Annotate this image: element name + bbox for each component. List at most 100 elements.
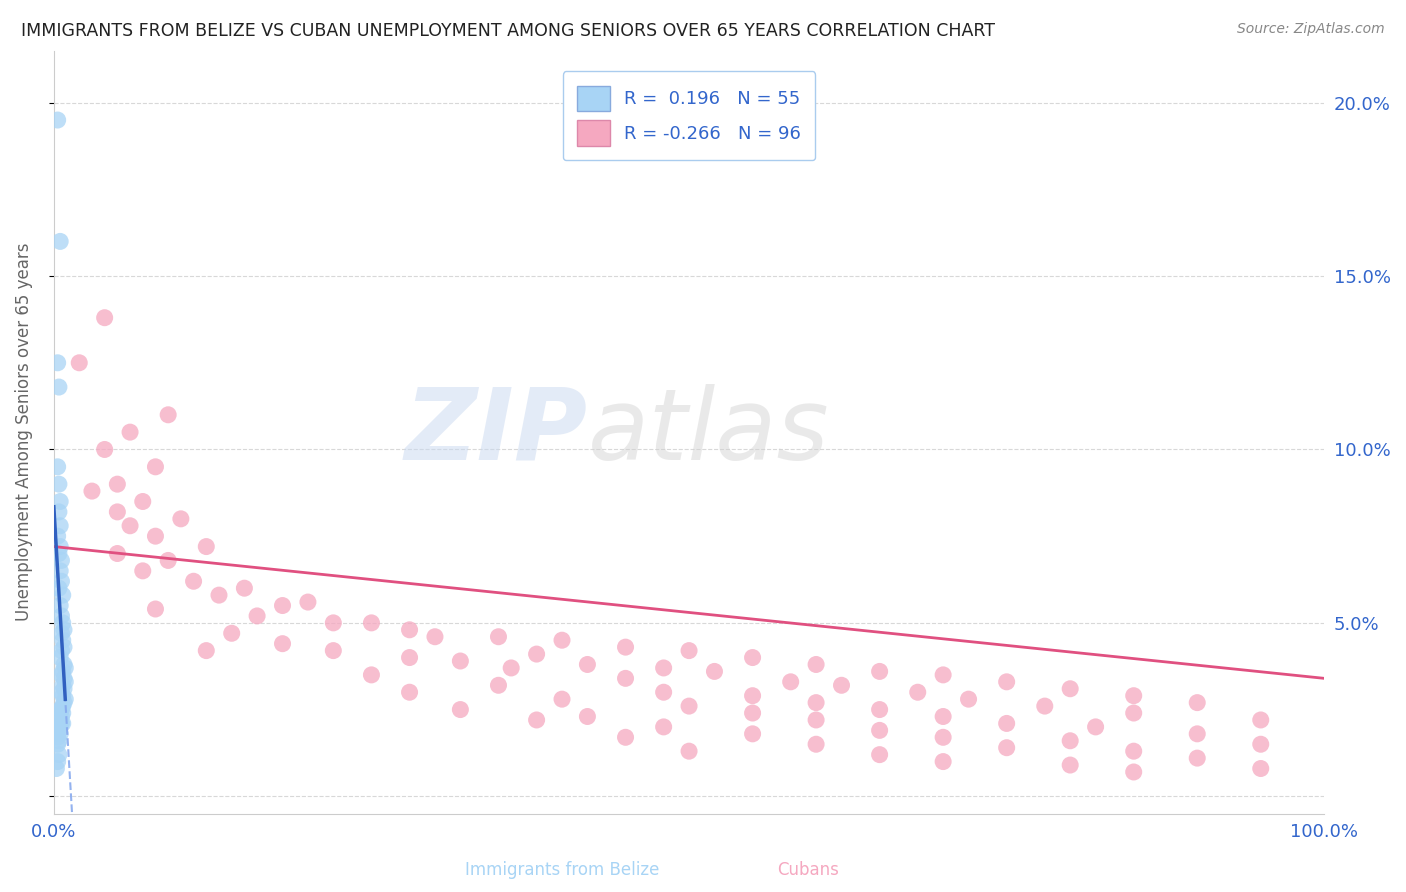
Point: [48, 723, 70, 738]
Point: [105, 477, 128, 491]
Point: [120, 518, 142, 533]
Point: [48, 380, 70, 394]
Point: [869, 723, 891, 738]
Point: [51, 668, 73, 682]
Point: [48, 477, 70, 491]
Point: [46, 459, 69, 474]
Point: [67, 356, 90, 370]
Point: [52, 665, 75, 679]
Point: [221, 626, 243, 640]
Text: atlas: atlas: [588, 384, 830, 481]
Point: [53, 692, 76, 706]
Point: [46, 737, 69, 751]
Point: [398, 685, 420, 699]
Point: [46, 113, 69, 128]
Point: [741, 706, 763, 720]
Point: [145, 602, 167, 616]
Point: [741, 727, 763, 741]
Point: [52, 678, 75, 692]
Point: [183, 574, 205, 589]
Point: [120, 425, 142, 439]
Point: [52, 699, 75, 714]
Point: [576, 657, 599, 672]
Point: [53, 640, 76, 654]
Point: [246, 609, 269, 624]
Point: [195, 540, 218, 554]
Y-axis label: Unemployment Among Seniors over 65 years: Unemployment Among Seniors over 65 years: [15, 243, 32, 622]
Point: [488, 678, 510, 692]
Point: [678, 744, 700, 758]
Point: [1187, 751, 1209, 765]
Point: [51, 709, 73, 723]
Point: [360, 615, 382, 630]
Point: [551, 692, 574, 706]
Point: [995, 674, 1018, 689]
Point: [53, 681, 76, 696]
Point: [804, 657, 827, 672]
Point: [105, 505, 128, 519]
Point: [703, 665, 725, 679]
Point: [49, 599, 72, 613]
Point: [1250, 737, 1272, 751]
Point: [80, 484, 103, 499]
Point: [995, 716, 1018, 731]
Point: [53, 696, 76, 710]
Point: [46, 755, 69, 769]
Point: [51, 609, 73, 624]
Point: [53, 674, 76, 689]
Point: [45, 762, 67, 776]
Point: [208, 588, 231, 602]
Point: [48, 505, 70, 519]
Point: [501, 661, 523, 675]
Point: [1059, 758, 1081, 772]
Point: [53, 623, 76, 637]
Point: [52, 588, 75, 602]
Point: [449, 654, 471, 668]
Point: [322, 615, 344, 630]
Point: [46, 529, 69, 543]
Point: [957, 692, 980, 706]
Point: [652, 720, 675, 734]
Legend: R =  0.196   N = 55, R = -0.266   N = 96: R = 0.196 N = 55, R = -0.266 N = 96: [562, 71, 815, 161]
Point: [52, 716, 75, 731]
Point: [93, 310, 115, 325]
Point: [423, 630, 446, 644]
Point: [907, 685, 929, 699]
Point: [932, 755, 955, 769]
Point: [51, 574, 73, 589]
Point: [614, 731, 637, 745]
Point: [804, 737, 827, 751]
Point: [157, 408, 180, 422]
Point: [51, 553, 73, 567]
Point: [741, 650, 763, 665]
Point: [170, 512, 193, 526]
Point: [932, 709, 955, 723]
Point: [678, 643, 700, 657]
Point: [132, 494, 155, 508]
Point: [398, 623, 420, 637]
Point: [52, 633, 75, 648]
Point: [1122, 764, 1144, 779]
Point: [932, 668, 955, 682]
Point: [48, 733, 70, 747]
Point: [93, 442, 115, 457]
Point: [48, 747, 70, 762]
Point: [49, 235, 72, 249]
Point: [551, 633, 574, 648]
Point: [614, 640, 637, 654]
Point: [932, 731, 955, 745]
Point: [49, 494, 72, 508]
Point: [49, 702, 72, 716]
Point: [132, 564, 155, 578]
Point: [49, 727, 72, 741]
Point: [652, 685, 675, 699]
Point: [233, 581, 256, 595]
Point: [869, 665, 891, 679]
Point: [49, 720, 72, 734]
Point: [831, 678, 853, 692]
Point: [52, 615, 75, 630]
Point: [53, 657, 76, 672]
Point: [46, 731, 69, 745]
Point: [145, 529, 167, 543]
Point: [49, 540, 72, 554]
